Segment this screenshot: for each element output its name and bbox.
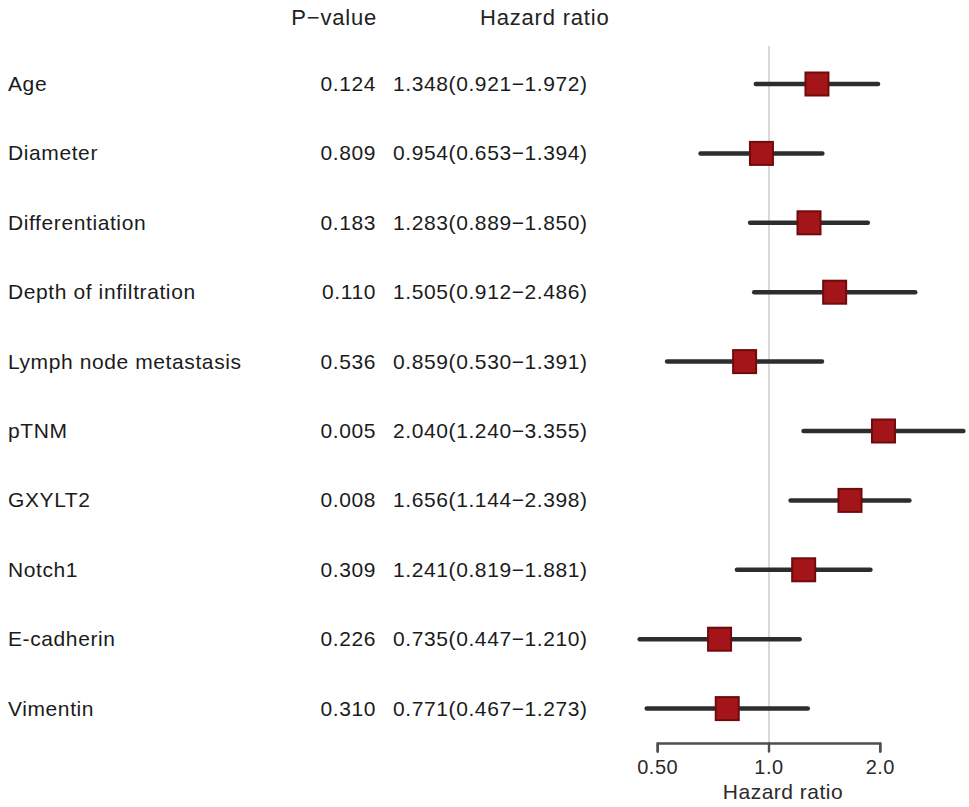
x-axis-title: Hazard ratio	[723, 780, 843, 803]
row-hazard-ratio-ci: 1.505(0.912−2.486)	[393, 278, 588, 306]
table-row: GXYLT2 0.008 1.656(1.144−2.398)	[0, 486, 660, 514]
hazard-ratio-marker	[798, 211, 821, 234]
row-label: Vimentin	[8, 695, 94, 723]
row-p-value: 0.310	[250, 695, 376, 723]
forest-plot-figure: P−value Hazard ratio Age 0.124 1.348(0.921…	[0, 0, 969, 807]
table-row: Age 0.124 1.348(0.921−1.972)	[0, 70, 660, 98]
hazard-ratio-marker	[716, 697, 739, 720]
x-tick-label: 0.50	[637, 756, 678, 778]
table-row: E-cadherin 0.226 0.735(0.447−1.210)	[0, 625, 660, 653]
row-p-value: 0.110	[250, 278, 376, 306]
row-label: GXYLT2	[8, 486, 91, 514]
row-label: E-cadherin	[8, 625, 116, 653]
row-p-value: 0.309	[250, 556, 376, 584]
p-value-column-header: P−value	[240, 4, 377, 32]
row-label: Diameter	[8, 139, 98, 167]
x-axis	[658, 744, 881, 752]
table-row: Differentiation 0.183 1.283(0.889−1.850)	[0, 209, 660, 237]
hazard-ratio-marker	[823, 281, 846, 304]
column-headers: P−value Hazard ratio	[0, 4, 660, 32]
hazard-ratio-column-header: Hazard ratio	[480, 4, 609, 32]
x-tick-label: 1.0	[754, 756, 783, 778]
row-p-value: 0.183	[250, 209, 376, 237]
row-hazard-ratio-ci: 0.954(0.653−1.394)	[393, 139, 588, 167]
row-p-value: 0.124	[250, 70, 376, 98]
row-hazard-ratio-ci: 1.241(0.819−1.881)	[393, 556, 588, 584]
row-p-value: 0.005	[250, 417, 376, 445]
hazard-ratio-marker	[750, 142, 773, 165]
forest-plot-canvas: 0.50 1.0 2.0 Hazard ratio	[0, 0, 969, 807]
row-p-value: 0.536	[250, 348, 376, 376]
row-hazard-ratio-ci: 0.859(0.530−1.391)	[393, 348, 588, 376]
hazard-ratio-marker	[838, 489, 861, 512]
row-p-value: 0.008	[250, 486, 376, 514]
row-label: Differentiation	[8, 209, 146, 237]
row-label: Notch1	[8, 556, 78, 584]
table-row: Depth of infiltration 0.110 1.505(0.912−2.…	[0, 278, 660, 306]
row-p-value: 0.809	[250, 139, 376, 167]
row-hazard-ratio-ci: 1.656(1.144−2.398)	[393, 486, 588, 514]
hazard-ratio-marker	[872, 420, 895, 443]
table-row: pTNM 0.005 2.040(1.240−3.355)	[0, 417, 660, 445]
row-hazard-ratio-ci: 1.348(0.921−1.972)	[393, 70, 588, 98]
table-row: Diameter 0.809 0.954(0.653−1.394)	[0, 139, 660, 167]
table-row: Lymph node metastasis 0.536 0.859(0.530−1.…	[0, 348, 660, 376]
table-row: Notch1 0.309 1.241(0.819−1.881)	[0, 556, 660, 584]
hazard-ratio-marker	[805, 73, 828, 96]
hazard-ratio-marker	[708, 628, 731, 651]
row-label: Depth of infiltration	[8, 278, 196, 306]
x-tick-label: 2.0	[866, 756, 895, 778]
table-row: Vimentin 0.310 0.771(0.467−1.273)	[0, 695, 660, 723]
hazard-ratio-marker	[792, 558, 815, 581]
row-label: Age	[8, 70, 47, 98]
row-hazard-ratio-ci: 1.283(0.889−1.850)	[393, 209, 588, 237]
row-label: Lymph node metastasis	[8, 348, 242, 376]
row-p-value: 0.226	[250, 625, 376, 653]
row-hazard-ratio-ci: 0.735(0.447−1.210)	[393, 625, 588, 653]
row-hazard-ratio-ci: 2.040(1.240−3.355)	[393, 417, 588, 445]
row-label: pTNM	[8, 417, 68, 445]
hazard-ratio-marker	[733, 350, 756, 373]
row-hazard-ratio-ci: 0.771(0.467−1.273)	[393, 695, 588, 723]
